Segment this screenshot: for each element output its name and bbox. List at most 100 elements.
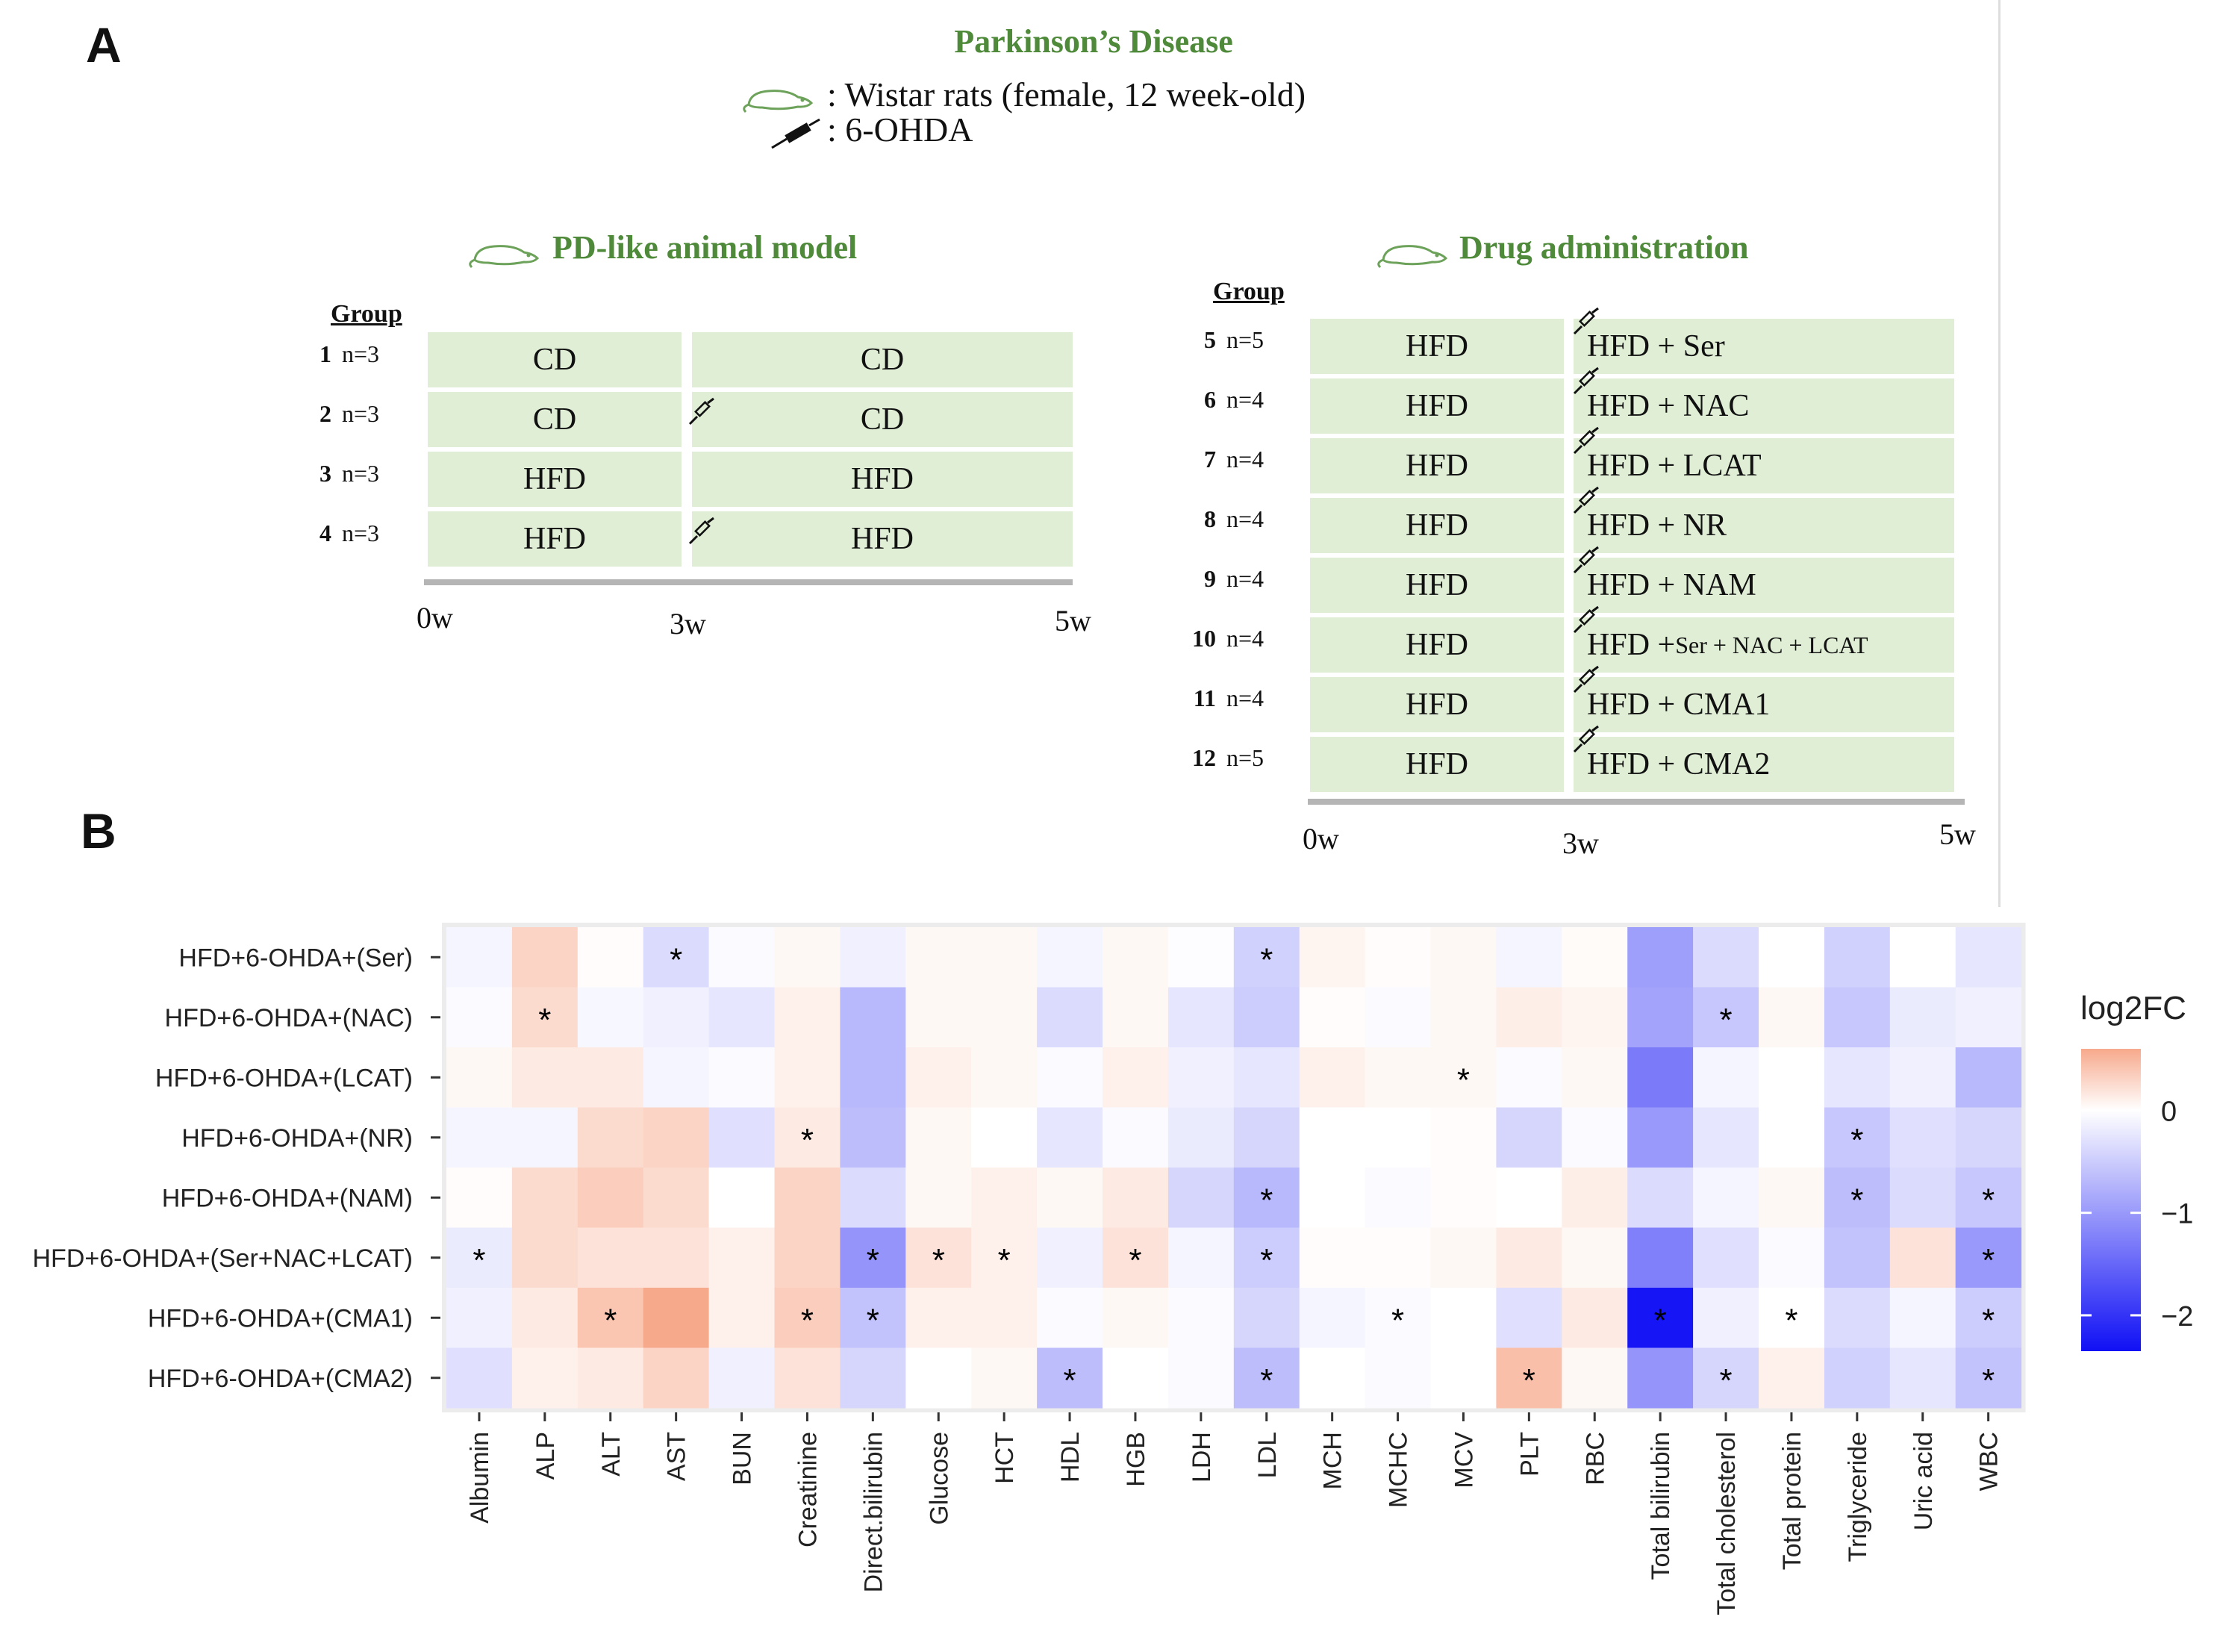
heatmap-cell	[1955, 1227, 2022, 1288]
heatmap-cell	[1955, 1347, 2022, 1409]
pd-timeline-bar	[424, 579, 1073, 585]
heatmap-cell	[971, 1227, 1038, 1288]
heatmap-cell	[1889, 1168, 1956, 1228]
heatmap-cell	[905, 927, 972, 988]
pd-tick-0w: 0w	[417, 601, 453, 635]
heatmap-cell	[1562, 1288, 1628, 1348]
heatmap-cell	[1299, 927, 1366, 988]
legend-title: log2FC	[2080, 990, 2186, 1026]
heatmap-cell	[1627, 987, 1694, 1048]
heatmap-cell	[774, 987, 841, 1048]
heatmap-cell	[1299, 1347, 1366, 1409]
significance-asterisk: *	[867, 1242, 879, 1279]
phase2-cell: CD	[692, 332, 1073, 387]
colorbar-tick-label: 0	[2161, 1096, 2177, 1127]
heatmap-cell	[1233, 1107, 1300, 1168]
heatmap-cell	[1430, 1047, 1497, 1108]
rat-icon	[469, 245, 540, 269]
significance-asterisk: *	[867, 1302, 879, 1338]
significance-asterisk: *	[1850, 1182, 1863, 1218]
column-label: Creatinine	[793, 1432, 822, 1547]
heatmap-cell	[577, 1288, 644, 1348]
group-label: 5 n=5	[1204, 326, 1265, 353]
phase2-text: HFD + CMA2	[1587, 747, 1771, 782]
heatmap-cell	[840, 1047, 906, 1108]
heatmap-cell	[1299, 987, 1366, 1048]
heatmap-cell	[511, 1047, 579, 1108]
heatmap-cell	[1627, 1107, 1694, 1168]
phase2-cell: HFD	[692, 511, 1073, 567]
heatmap-cell	[971, 1168, 1038, 1228]
column-label: Total cholesterol	[1712, 1432, 1741, 1615]
phase2-text: HFD + CMA1	[1587, 688, 1771, 722]
heatmap-cell	[708, 1227, 775, 1288]
significance-asterisk: *	[1129, 1242, 1141, 1279]
row-label: HFD+6-OHDA+(Ser)	[178, 944, 413, 972]
significance-asterisk: *	[670, 941, 682, 978]
heatmap-cell	[446, 1047, 513, 1108]
significance-asterisk: *	[1260, 941, 1273, 978]
heatmap-cell	[774, 1047, 841, 1108]
heatmap-cell	[511, 1227, 579, 1288]
heatmap-cell	[1824, 927, 1891, 988]
significance-asterisk: *	[473, 1242, 485, 1279]
heatmap-cell	[1759, 1288, 1825, 1348]
significance-asterisk: *	[1457, 1062, 1470, 1098]
heatmap-cell	[1562, 1347, 1628, 1409]
heatmap-cell	[840, 1168, 906, 1228]
heatmap-cell	[1627, 1227, 1694, 1288]
heatmap-cell	[643, 1168, 710, 1228]
phase2-cell: HFD	[692, 452, 1073, 507]
syringe-icon	[1573, 367, 1599, 395]
heatmap-cell	[1167, 987, 1235, 1048]
significance-asterisk: *	[801, 1302, 814, 1338]
heatmap-cell	[1037, 1347, 1103, 1409]
column-label: PLT	[1515, 1432, 1544, 1477]
heatmap-cell	[1824, 1347, 1891, 1409]
heatmap-cell	[1759, 1168, 1825, 1228]
heatmap-cell	[1889, 1288, 1956, 1348]
heatmap-cell	[1430, 987, 1497, 1048]
phase2-cell: HFD + LCAT	[1574, 438, 1954, 493]
row-label: HFD+6-OHDA+(CMA2)	[148, 1365, 413, 1393]
significance-asterisk: *	[801, 1122, 814, 1159]
colorbar-tick-label: −1	[2161, 1199, 2193, 1230]
column-label: HCT	[991, 1432, 1019, 1484]
heatmap-cell	[774, 1227, 841, 1288]
significance-asterisk: *	[1523, 1362, 1535, 1399]
row-label: HFD+6-OHDA+(CMA1)	[148, 1304, 413, 1332]
phase1-cell: CD	[428, 392, 682, 447]
heatmap-cell	[1759, 1347, 1825, 1409]
heatmap-cell	[446, 987, 513, 1048]
rat-icon	[1377, 245, 1448, 269]
heatmap-cell	[1955, 1288, 2022, 1348]
significance-asterisk: *	[1719, 1362, 1732, 1399]
heatmap-cell	[1365, 987, 1431, 1048]
heatmap-cell	[1233, 1347, 1300, 1409]
significance-asterisk: *	[1391, 1302, 1404, 1338]
group-label: 1 n=3	[319, 340, 380, 367]
heatmap-cell	[1167, 1347, 1235, 1409]
column-label: RBC	[1581, 1432, 1609, 1486]
heatmap-cell	[1430, 927, 1497, 988]
heatmap-cell	[446, 1227, 513, 1288]
heatmap-cell	[1103, 1047, 1169, 1108]
heatmap-cell	[1167, 1168, 1235, 1228]
syringe-icon	[688, 517, 714, 545]
heatmap-cell	[1562, 927, 1628, 988]
heatmap-cell	[905, 1047, 972, 1108]
group-label: 10 n=4	[1192, 625, 1265, 652]
heatmap-cell	[840, 987, 906, 1048]
legend-rat-text: : Wistar rats (female, 12 week-old)	[827, 75, 1306, 113]
heatmap-cell	[511, 1168, 579, 1228]
drug-tick-3w: 3w	[1562, 826, 1599, 860]
heatmap-cell	[1496, 1347, 1562, 1409]
group-label: 11 n=4	[1193, 685, 1265, 711]
row-label: HFD+6-OHDA+(NAC)	[165, 1004, 413, 1032]
heatmap-cell	[905, 1227, 972, 1288]
column-label: LDL	[1253, 1432, 1282, 1478]
column-label: LDH	[1188, 1432, 1216, 1483]
significance-asterisk: *	[1982, 1242, 1995, 1279]
phase2-cell: CD	[692, 392, 1073, 447]
significance-asterisk: *	[604, 1302, 617, 1338]
